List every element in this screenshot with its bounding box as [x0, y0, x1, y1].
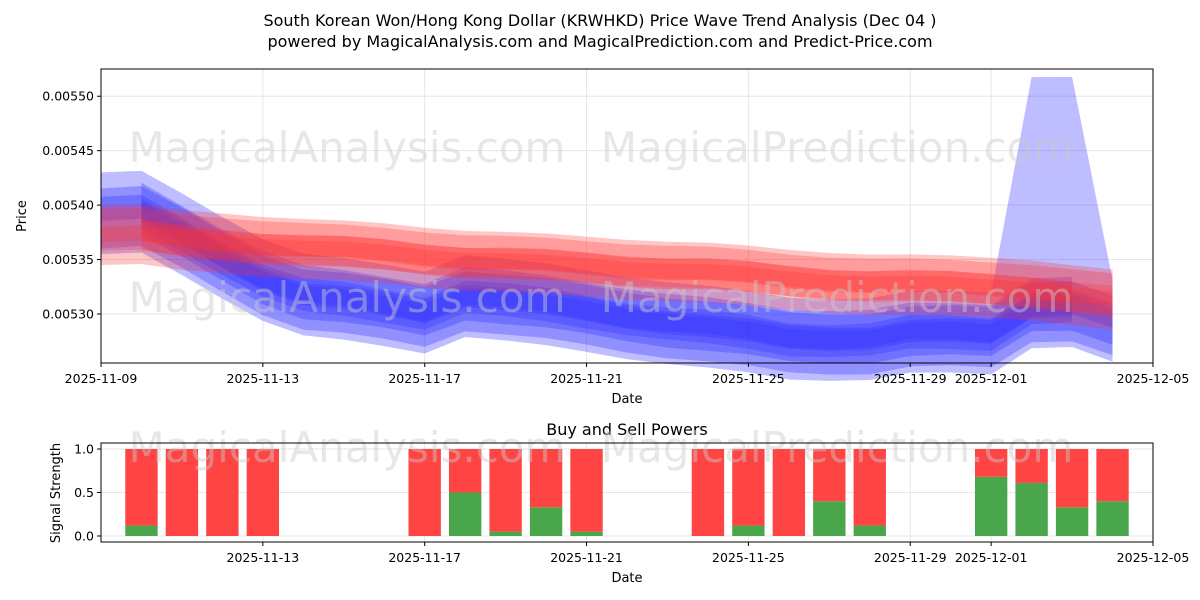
- sell-power-bar: [408, 449, 441, 536]
- blue-wave-band: [141, 182, 1073, 357]
- power-x-tick-label: 2025-11-29: [874, 550, 947, 565]
- sell-power-bar: [813, 449, 846, 502]
- price-x-tick-label: 2025-11-17: [388, 371, 461, 386]
- red-wave-band: [101, 204, 1113, 330]
- price-grid: [100, 69, 1154, 363]
- sell-power-bar: [732, 449, 765, 526]
- price-y-tick-label: 0.00530: [42, 307, 94, 322]
- power-x-tick-label: 2025-11-21: [550, 550, 623, 565]
- sell-power-bar: [570, 449, 603, 532]
- buy-power-bar: [529, 507, 563, 536]
- price-x-ticks: 2025-11-09 2025-11-13 2025-11-17 2025-11-21…: [65, 363, 1190, 386]
- buy-power-bar: [570, 531, 603, 536]
- buy-power-bar: [125, 525, 158, 536]
- price-y-tick-label: 0.00540: [42, 198, 94, 213]
- red-wave-band: [141, 220, 1113, 317]
- power-y-tick-label: 0.5: [74, 485, 94, 500]
- sell-power-bar: [489, 449, 522, 532]
- price-y-tick-label: 0.00535: [42, 252, 94, 267]
- watermark-analysis-mid: MagicalAnalysis.com: [129, 273, 566, 322]
- sell-power-bar: [853, 449, 886, 526]
- sell-power-bar: [1055, 449, 1089, 508]
- price-plot-frame: [100, 68, 1154, 364]
- watermark-analysis-top: MagicalAnalysis.com: [129, 123, 566, 172]
- red-wave-band: [101, 225, 1113, 307]
- power-x-axis-label: Date: [611, 571, 642, 586]
- price-x-axis-label: Date: [611, 392, 642, 407]
- sell-power-bar: [125, 449, 158, 526]
- buy-power-bar: [813, 501, 846, 536]
- power-x-tick-label: 2025-11-17: [388, 550, 461, 565]
- price-x-tick-label: 2025-12-01: [955, 371, 1028, 386]
- buy-power-bar: [974, 476, 1008, 536]
- sell-power-bar: [246, 449, 280, 536]
- watermark-prediction-mid: MagicalPrediction.com: [601, 273, 1074, 322]
- buy-power-bar: [1055, 507, 1089, 536]
- watermark-analysis-bottom: MagicalAnalysis.com: [129, 423, 566, 472]
- power-x-ticks: 2025-11-13 2025-11-17 2025-11-21 2025-11-25…: [227, 542, 1190, 565]
- sell-power-bar: [1096, 449, 1129, 502]
- sell-power-bar: [448, 449, 482, 493]
- buy-power-bar: [1015, 482, 1048, 536]
- buy-power-bar: [853, 525, 886, 536]
- price-x-tick-label: 2025-11-29: [874, 371, 947, 386]
- sell-power-bar: [529, 449, 563, 508]
- buy-power-bar: [732, 525, 765, 536]
- power-x-tick-label: 2025-12-05: [1117, 550, 1190, 565]
- power-x-tick-label: 2025-12-01: [955, 550, 1028, 565]
- chart-title-line2: powered by MagicalAnalysis.com and Magic…: [267, 32, 932, 51]
- blue-wave-band: [101, 194, 1113, 350]
- red-wave-band: [141, 219, 1073, 304]
- price-x-tick-label: 2025-11-25: [712, 371, 785, 386]
- sell-power-bar: [1015, 449, 1048, 483]
- price-x-tick-label: 2025-11-13: [227, 371, 300, 386]
- price-x-tick-label: 2025-11-21: [550, 371, 623, 386]
- blue-wave-band: [141, 202, 1073, 351]
- power-x-tick-label: 2025-11-13: [227, 550, 300, 565]
- blue-wave-band: [101, 77, 1113, 381]
- price-wave-bands: [101, 77, 1113, 381]
- chart-title-line1: South Korean Won/Hong Kong Dollar (KRWHK…: [263, 11, 936, 30]
- power-x-tick-label: 2025-11-25: [712, 550, 785, 565]
- power-y-axis-label: Signal Strength: [49, 443, 64, 543]
- power-y-ticks: 0.0 0.5 1.0: [74, 442, 101, 544]
- sell-power-bar: [206, 449, 239, 536]
- sell-power-bar: [691, 449, 725, 536]
- price-x-tick-label: 2025-12-05: [1117, 371, 1190, 386]
- blue-wave-band: [101, 186, 1113, 375]
- blue-wave-band: [141, 199, 1113, 364]
- sell-power-bar: [772, 449, 806, 536]
- power-y-tick-label: 0.0: [74, 529, 94, 544]
- price-panel: MagicalAnalysis.com MagicalPrediction.co…: [15, 68, 1190, 407]
- watermark-prediction-bottom: MagicalPrediction.com: [601, 423, 1074, 472]
- watermark-prediction-top: MagicalPrediction.com: [601, 123, 1074, 172]
- price-y-ticks: 0.00530 0.00535 0.00540 0.00545 0.00550: [42, 89, 101, 322]
- buy-power-bar: [489, 531, 522, 536]
- red-wave-band: [101, 208, 1113, 315]
- price-y-tick-label: 0.00550: [42, 89, 94, 104]
- power-panel: Buy and Sell Powers MagicalAnalysis.com …: [49, 420, 1189, 586]
- buy-power-bar: [448, 492, 482, 536]
- buy-power-bar: [1096, 501, 1129, 536]
- price-x-tick-label: 2025-11-09: [65, 371, 138, 386]
- power-bars: [125, 449, 1129, 536]
- power-chart-title: Buy and Sell Powers: [546, 420, 708, 439]
- price-y-axis-label: Price: [15, 200, 30, 232]
- power-y-tick-label: 1.0: [74, 442, 94, 457]
- sell-power-bar: [165, 449, 199, 536]
- price-y-tick-label: 0.00545: [42, 143, 94, 158]
- sell-power-bar: [974, 449, 1008, 477]
